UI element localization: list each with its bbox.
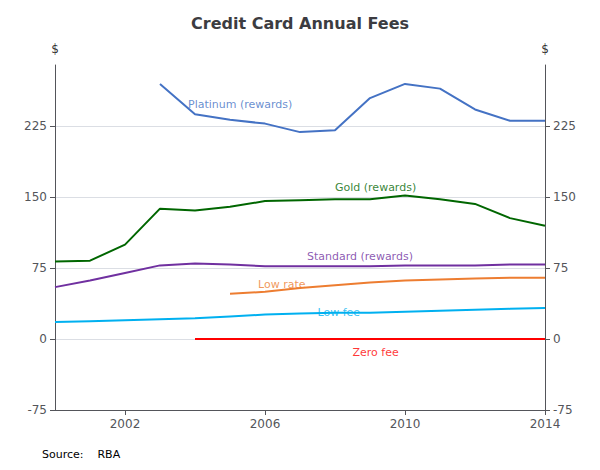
svg-text:2010: 2010 [390,417,421,431]
svg-text:2006: 2006 [250,417,281,431]
svg-text:Zero fee: Zero fee [353,346,399,359]
svg-text:Source: RBA: Source: RBA [42,448,121,461]
svg-text:Low fee: Low fee [318,306,361,319]
svg-text:-75: -75 [553,403,573,417]
svg-text:2014: 2014 [530,417,561,431]
svg-text:225: 225 [24,119,47,133]
svg-text:Standard (rewards): Standard (rewards) [307,250,413,263]
svg-text:75: 75 [32,261,47,275]
svg-text:2002: 2002 [110,417,141,431]
svg-text:0: 0 [39,332,47,346]
svg-text:Gold (rewards): Gold (rewards) [335,181,416,194]
svg-text:Low rate: Low rate [258,278,306,291]
svg-text:150: 150 [24,190,47,204]
svg-text:150: 150 [553,190,576,204]
svg-text:Platinum (rewards): Platinum (rewards) [188,98,292,111]
svg-text:-75: -75 [27,403,47,417]
svg-text:225: 225 [553,119,576,133]
svg-text:$: $ [541,42,549,56]
svg-text:0: 0 [553,332,561,346]
svg-text:Credit Card Annual Fees: Credit Card Annual Fees [191,14,409,33]
svg-text:$: $ [51,42,59,56]
svg-text:75: 75 [553,261,568,275]
